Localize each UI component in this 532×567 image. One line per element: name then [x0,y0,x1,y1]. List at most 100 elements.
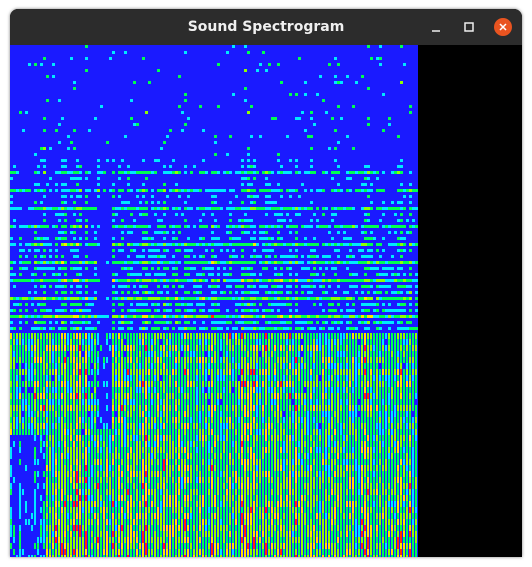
spectrogram-cell [184,99,187,102]
spectrogram-cell [196,513,198,519]
spectrogram-cell [148,513,150,519]
spectrogram-cell [49,453,51,459]
spectrogram-cell [55,339,57,345]
spectrogram-cell [160,411,162,417]
spectrogram-cell [292,297,295,300]
spectrogram-cell [271,507,273,513]
spectrogram-cell [43,213,46,216]
spectrogram-cell [139,483,141,489]
spectrogram-cell [34,387,36,393]
spectrogram-cell [85,243,88,246]
spectrogram-cell [67,447,69,453]
spectrogram-cell [34,297,37,300]
spectrogram-cell [244,99,247,102]
spectrogram-cell [199,429,201,435]
spectrogram-cell [175,417,177,423]
spectrogram-cell [202,459,204,465]
spectrogram-cell [166,423,168,429]
spectrogram-cell [289,327,292,330]
spectrogram-cell [199,363,201,369]
spectrogram-cell [43,429,45,435]
spectrogram-cell [112,531,114,537]
spectrogram-cell [265,189,268,192]
spectrogram-cell [196,417,198,423]
spectrogram-cell [28,363,30,369]
spectrogram-cell [220,333,222,339]
spectrogram-cell [109,537,111,543]
spectrogram-cell [190,243,193,246]
spectrogram-cell [244,309,247,312]
spectrogram-cell [121,405,123,411]
spectrogram-cell [232,345,234,351]
spectrogram-cell [73,243,76,246]
spectrogram-cell [286,405,288,411]
spectrogram-cell [196,279,199,282]
spectrogram-cell [277,507,279,513]
spectrogram-cell [154,489,156,495]
spectrogram-cell [118,333,120,339]
spectrogram-cell [28,279,31,282]
spectrogram-cell [34,507,36,513]
spectrogram-cell [94,477,96,483]
spectrogram-cell [235,471,237,477]
maximize-button[interactable] [460,18,478,36]
spectrogram-cell [187,513,189,519]
spectrogram-cell [43,471,45,477]
spectrogram-cell [55,555,57,557]
spectrogram-cell [202,399,204,405]
spectrogram-cell [139,501,141,507]
spectrogram-cell [100,519,102,525]
spectrogram-cell [67,519,69,525]
spectrogram-cell [241,303,244,306]
spectrogram-cell [250,549,252,555]
spectrogram-cell [277,363,279,369]
spectrogram-cell [85,399,87,405]
spectrogram-cell [199,255,202,258]
spectrogram-cell [112,549,114,555]
spectrogram-cell [43,267,46,270]
minimize-button[interactable] [427,18,445,36]
spectrogram-cell [49,267,52,270]
spectrogram-cell [154,459,156,465]
spectrogram-cell [67,471,69,477]
spectrogram-cell [127,501,129,507]
spectrogram-cell [274,429,276,435]
spectrogram-cell [283,393,285,399]
spectrogram-cell [163,183,166,186]
spectrogram-cell [169,537,171,543]
spectrogram-cell [166,393,168,399]
spectrogram-cell [187,207,190,210]
spectrogram-cell [61,441,63,447]
spectrogram-cell [289,507,291,513]
spectrogram-cell [274,543,276,549]
spectrogram-cell [46,345,48,351]
spectrogram-cell [289,489,291,495]
spectrogram-cell [142,465,144,471]
spectrogram-cell [286,363,288,369]
spectrogram-cell [187,477,189,483]
spectrogram-cell [184,267,187,270]
spectrogram-cell [250,417,252,423]
spectrogram-cell [205,339,207,345]
spectrogram-cell [253,159,256,162]
spectrogram-cell [151,417,153,423]
spectrogram-cell [241,279,244,282]
spectrogram-cell [214,297,217,300]
spectrogram-cell [238,351,240,357]
spectrogram-cell [133,549,135,555]
spectrogram-cell [118,165,121,168]
spectrogram-cell [112,423,114,429]
spectrogram-cell [190,549,192,555]
spectrogram-cell [217,243,220,246]
close-button[interactable] [494,18,512,36]
spectrogram-cell [112,369,114,375]
spectrogram-cell [199,357,201,363]
spectrogram-cell [202,279,205,282]
spectrogram-cell [70,321,73,324]
spectrogram-cell [79,261,82,264]
spectrogram-cell [118,477,120,483]
spectrogram-cell [181,417,183,423]
spectrogram-cell [187,297,190,300]
spectrogram-cell [28,261,31,264]
spectrogram-cell [91,207,94,210]
